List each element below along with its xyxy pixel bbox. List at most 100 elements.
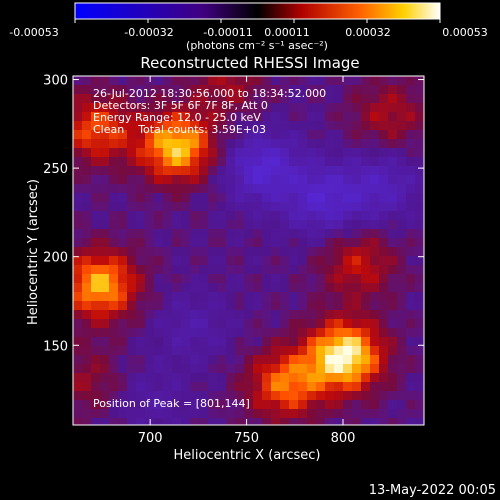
- heatmap-cell: [334, 373, 343, 382]
- heatmap-cell: [298, 310, 307, 319]
- heatmap-cell: [406, 409, 415, 418]
- heatmap-cell: [82, 193, 91, 202]
- heatmap-cell: [127, 274, 136, 283]
- colorbar-tick-label: 0.00011: [264, 26, 310, 39]
- heatmap-cell: [289, 76, 298, 85]
- heatmap-cell: [181, 337, 190, 346]
- colorbar-tick-label: 0.00053: [442, 26, 488, 39]
- heatmap-cell: [262, 121, 271, 130]
- heatmap-cell: [316, 112, 325, 121]
- heatmap-cell: [415, 364, 424, 373]
- heatmap-cell: [406, 382, 415, 391]
- heatmap-cell: [280, 184, 289, 193]
- heatmap-cell: [253, 256, 262, 265]
- heatmap-cell: [91, 157, 100, 166]
- heatmap-cell: [316, 121, 325, 130]
- heatmap-cell: [388, 202, 397, 211]
- heatmap-cell: [307, 229, 316, 238]
- heatmap-cell: [325, 229, 334, 238]
- heatmap-cell: [91, 229, 100, 238]
- heatmap-cell: [271, 418, 280, 425]
- heatmap-cell: [271, 382, 280, 391]
- heatmap-cell: [388, 211, 397, 220]
- heatmap-cell: [262, 220, 271, 229]
- heatmap-cell: [406, 94, 415, 103]
- annotation-line-3: Energy Range: 12.0 - 25.0 keV: [93, 111, 261, 124]
- heatmap-cell: [253, 103, 262, 112]
- heatmap-cell: [154, 103, 163, 112]
- heatmap-cell: [100, 148, 109, 157]
- heatmap-cells: [73, 76, 424, 425]
- heatmap-cell: [271, 310, 280, 319]
- heatmap-cell: [235, 157, 244, 166]
- heatmap-cell: [244, 247, 253, 256]
- heatmap-cell: [334, 85, 343, 94]
- heatmap-cell: [82, 409, 91, 418]
- heatmap-cell: [244, 238, 253, 247]
- heatmap-cell: [280, 346, 289, 355]
- heatmap-cell: [397, 220, 406, 229]
- heatmap-cell: [388, 94, 397, 103]
- heatmap-cell: [118, 76, 127, 85]
- heatmap-cell: [397, 364, 406, 373]
- heatmap-cell: [388, 103, 397, 112]
- heatmap-cell: [361, 328, 370, 337]
- heatmap-cell: [307, 193, 316, 202]
- heatmap-cell: [235, 346, 244, 355]
- heatmap-cell: [343, 283, 352, 292]
- heatmap-cell: [415, 229, 424, 238]
- heatmap-cell: [307, 301, 316, 310]
- heatmap-cell: [190, 220, 199, 229]
- heatmap-cell: [181, 292, 190, 301]
- heatmap-cell: [208, 148, 217, 157]
- heatmap-cell: [118, 121, 127, 130]
- heatmap-cell: [73, 292, 82, 301]
- heatmap-cell: [73, 373, 82, 382]
- heatmap-cell: [334, 112, 343, 121]
- heatmap-cell: [307, 283, 316, 292]
- heatmap-cell: [181, 238, 190, 247]
- heatmap-cell: [244, 364, 253, 373]
- heatmap-cell: [289, 166, 298, 175]
- heatmap-cell: [280, 121, 289, 130]
- heatmap-cell: [271, 220, 280, 229]
- heatmap-cell: [379, 310, 388, 319]
- heatmap-cell: [307, 247, 316, 256]
- heatmap-cell: [325, 238, 334, 247]
- heatmap-cell: [226, 364, 235, 373]
- heatmap-cell: [370, 202, 379, 211]
- heatmap-cell: [361, 247, 370, 256]
- heatmap-cell: [343, 418, 352, 425]
- heatmap-cell: [91, 121, 100, 130]
- heatmap-cell: [307, 418, 316, 425]
- heatmap-cell: [226, 85, 235, 94]
- heatmap-cell: [289, 211, 298, 220]
- heatmap-cell: [316, 193, 325, 202]
- heatmap-cell: [154, 247, 163, 256]
- heatmap-cell: [307, 139, 316, 148]
- heatmap-cell: [163, 310, 172, 319]
- heatmap-cell: [226, 337, 235, 346]
- heatmap-cell: [136, 202, 145, 211]
- heatmap-cell: [298, 94, 307, 103]
- heatmap-cell: [415, 175, 424, 184]
- heatmap-cell: [163, 166, 172, 175]
- heatmap-cell: [136, 229, 145, 238]
- heatmap-cell: [316, 301, 325, 310]
- heatmap-cell: [379, 184, 388, 193]
- heatmap-cell: [388, 265, 397, 274]
- heatmap-cell: [136, 274, 145, 283]
- heatmap-cell: [145, 121, 154, 130]
- heatmap-cell: [208, 418, 217, 425]
- heatmap-cell: [415, 301, 424, 310]
- heatmap-cell: [109, 229, 118, 238]
- heatmap-cell: [73, 148, 82, 157]
- heatmap-cell: [361, 238, 370, 247]
- heatmap-cell: [262, 157, 271, 166]
- heatmap-cell: [343, 85, 352, 94]
- heatmap-cell: [118, 157, 127, 166]
- heatmap-cell: [163, 238, 172, 247]
- heatmap-cell: [325, 76, 334, 85]
- heatmap-cell: [379, 346, 388, 355]
